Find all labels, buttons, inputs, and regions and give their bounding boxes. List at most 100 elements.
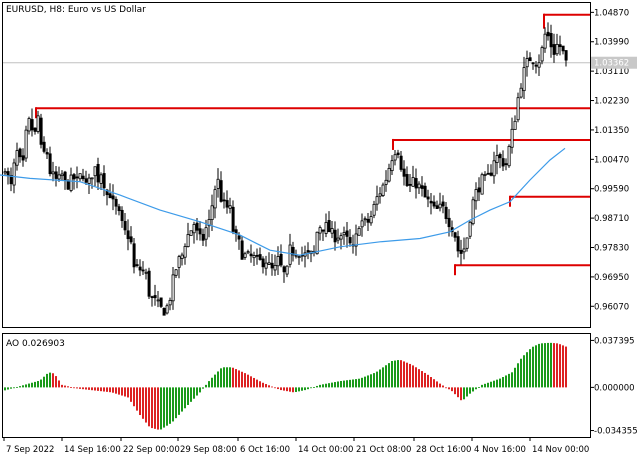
candle-body bbox=[369, 216, 373, 224]
candle-body bbox=[27, 118, 31, 132]
candle-body bbox=[3, 171, 7, 174]
candle-body bbox=[93, 166, 97, 177]
ao-bar bbox=[340, 380, 342, 388]
candle-body bbox=[180, 254, 184, 259]
candle-body bbox=[240, 240, 244, 260]
time-tick-label: 22 Sep 00:00 bbox=[123, 445, 180, 455]
ao-bar bbox=[478, 387, 480, 388]
ao-bar bbox=[331, 382, 333, 388]
price-panel[interactable]: 1.04870 1.03990 1.03110 1.02230 1.01350 1.004… bbox=[0, 2, 637, 328]
ao-bar bbox=[295, 387, 297, 392]
ao-bar bbox=[235, 369, 237, 388]
ao-bar bbox=[7, 387, 9, 390]
candle-body bbox=[474, 189, 478, 202]
ao-bar bbox=[523, 355, 525, 388]
ao-bar bbox=[124, 387, 126, 397]
ao-bar bbox=[382, 367, 384, 388]
ao-bar bbox=[463, 387, 465, 400]
ao-bar bbox=[496, 379, 498, 388]
ao-bar bbox=[31, 382, 33, 388]
current-price: 1.03362 bbox=[3, 56, 637, 69]
ao-bar bbox=[46, 373, 48, 388]
candle-body bbox=[189, 230, 193, 236]
price-tick-label: 0.99590 bbox=[594, 185, 629, 195]
candle-body bbox=[378, 193, 382, 197]
candle-body bbox=[420, 185, 424, 189]
ao-bar bbox=[421, 371, 423, 388]
ao-bar bbox=[541, 343, 543, 388]
candle-body bbox=[123, 221, 127, 231]
candle-body bbox=[213, 189, 217, 209]
ao-bar bbox=[181, 387, 183, 412]
ao-bar bbox=[364, 376, 366, 388]
candle-body bbox=[21, 155, 25, 161]
candle-body bbox=[546, 31, 550, 37]
candle-body bbox=[486, 172, 490, 175]
ao-bar bbox=[76, 387, 78, 389]
ao-bar bbox=[205, 384, 207, 388]
candle-body bbox=[429, 200, 433, 204]
price-tick-label: 1.01350 bbox=[594, 126, 629, 136]
ao-bar bbox=[100, 387, 102, 392]
candle-body bbox=[540, 47, 544, 62]
ao-bar bbox=[268, 385, 270, 388]
ao-title: AO 0.026903 bbox=[6, 339, 65, 349]
candle-body bbox=[549, 33, 553, 48]
candle-body bbox=[282, 266, 286, 273]
ao-bar bbox=[346, 380, 348, 388]
candle-body bbox=[225, 200, 229, 208]
candle-body bbox=[168, 300, 172, 306]
candle-body bbox=[57, 174, 61, 180]
candle-body bbox=[45, 152, 49, 155]
moving-average bbox=[0, 147, 566, 256]
ao-bar bbox=[319, 384, 321, 388]
candle-body bbox=[276, 256, 280, 267]
candle-body bbox=[198, 228, 202, 235]
candle-body bbox=[285, 265, 289, 275]
candle-body bbox=[372, 203, 376, 216]
candle-body bbox=[210, 205, 214, 220]
ao-bar bbox=[307, 387, 309, 390]
candle-body bbox=[459, 249, 463, 254]
ao-bar bbox=[322, 384, 324, 388]
ao-bar bbox=[439, 383, 441, 388]
ao-bar bbox=[355, 379, 357, 388]
candle-body bbox=[513, 120, 517, 130]
candle-body bbox=[327, 220, 331, 233]
candle-body bbox=[264, 262, 268, 269]
ao-bar bbox=[265, 384, 267, 388]
candle-body bbox=[468, 221, 472, 237]
ao-bar bbox=[148, 387, 150, 427]
ao-bar bbox=[424, 372, 426, 388]
ao-bar bbox=[220, 368, 222, 388]
ao-bar bbox=[121, 387, 123, 396]
ao-bar bbox=[475, 387, 477, 390]
candle-body bbox=[150, 296, 154, 298]
ao-bar bbox=[67, 386, 69, 388]
ao-bar bbox=[232, 367, 234, 388]
candle-body bbox=[363, 218, 367, 221]
ao-bar bbox=[433, 379, 435, 388]
candle-body bbox=[78, 173, 82, 180]
candle-body bbox=[339, 235, 343, 240]
ao-bar bbox=[436, 381, 438, 388]
ao-bar bbox=[466, 387, 468, 397]
ao-bar bbox=[520, 358, 522, 388]
ao-bar bbox=[460, 387, 462, 401]
candle-body bbox=[558, 44, 562, 48]
candle-body bbox=[516, 97, 520, 121]
ao-bar bbox=[202, 387, 204, 389]
candle-body bbox=[561, 45, 565, 52]
ao-bar bbox=[109, 387, 111, 393]
ao-bar bbox=[367, 375, 369, 388]
candle-body bbox=[288, 244, 292, 265]
ao-bar bbox=[97, 387, 99, 391]
ao-panel[interactable]: 0.037395 0.000000 -0.034355 AO 0.026903 bbox=[2, 333, 638, 438]
candle-body bbox=[255, 254, 259, 257]
ao-bar bbox=[325, 383, 327, 388]
candle-body bbox=[477, 187, 481, 193]
candle-body bbox=[501, 158, 505, 167]
candle-body bbox=[324, 222, 328, 234]
time-tick-label: 6 Oct 16:00 bbox=[240, 445, 290, 455]
candle-body bbox=[399, 155, 403, 170]
